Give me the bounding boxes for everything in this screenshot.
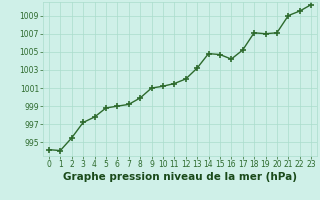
X-axis label: Graphe pression niveau de la mer (hPa): Graphe pression niveau de la mer (hPa) — [63, 172, 297, 182]
